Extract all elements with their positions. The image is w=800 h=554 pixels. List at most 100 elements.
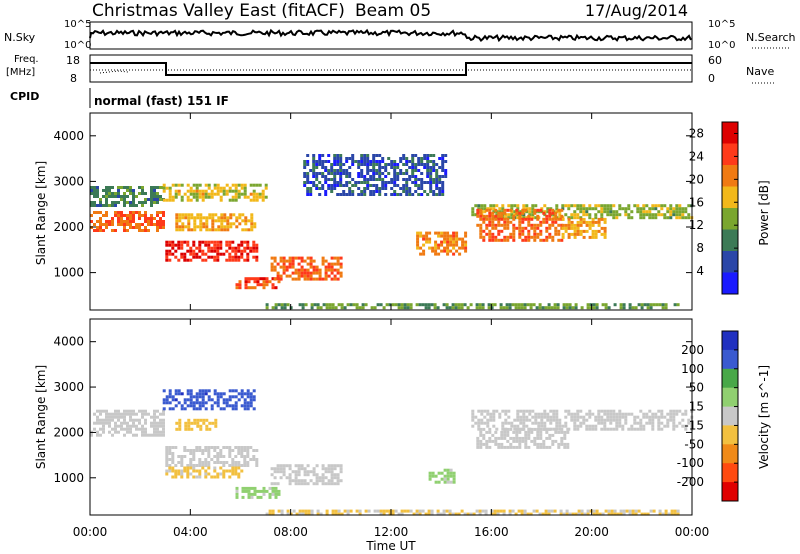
- power-cell: [171, 246, 175, 250]
- velocity-cell: [516, 424, 520, 428]
- power-cell: [494, 226, 498, 230]
- power-cell: [216, 246, 220, 250]
- velocity-cell: [439, 512, 443, 516]
- power-cell: [250, 286, 254, 290]
- velocity-cell: [309, 479, 313, 483]
- power-cell: [449, 249, 453, 253]
- power-cell: [452, 231, 456, 235]
- velocity-cell: [486, 418, 490, 422]
- power-cell: [271, 306, 275, 310]
- power-cell: [663, 204, 667, 208]
- power-cell: [318, 277, 322, 281]
- power-cell: [324, 181, 328, 184]
- power-cell: [306, 193, 310, 196]
- power-cell: [90, 214, 93, 217]
- velocity-cell: [648, 415, 652, 419]
- velocity-cell: [249, 395, 253, 399]
- velocity-cell: [183, 469, 187, 473]
- power-cell: [399, 172, 403, 175]
- velocity-cell: [471, 409, 475, 413]
- velocity-cell: [198, 464, 202, 467]
- power-cell: [449, 234, 453, 238]
- power-cell: [238, 283, 242, 287]
- velocity-cell: [480, 409, 484, 413]
- velocity-cell: [615, 424, 619, 428]
- power-cell: [533, 229, 537, 233]
- velocity-cell: [592, 509, 596, 513]
- velocity-cell: [519, 409, 523, 413]
- power-cell: [175, 225, 179, 229]
- velocity-cell: [471, 415, 475, 419]
- power-cell: [246, 243, 250, 247]
- velocity-cell: [117, 409, 120, 413]
- power-cell: [354, 184, 358, 187]
- velocity-cell: [216, 395, 220, 399]
- power-cell: [570, 204, 574, 208]
- power-cell: [414, 166, 418, 169]
- velocity-cell: [156, 433, 159, 437]
- power-cell: [231, 198, 235, 202]
- power-cell: [244, 286, 248, 290]
- velocity-cell: [486, 409, 490, 413]
- power-cell: [666, 210, 670, 214]
- velocity-cell: [427, 509, 431, 513]
- velocity-cell: [530, 427, 534, 431]
- power-cell: [279, 265, 283, 269]
- power-cell: [452, 243, 456, 247]
- power-cell: [250, 228, 254, 232]
- power-cell: [676, 303, 680, 307]
- power-cell: [579, 216, 583, 220]
- power-cell: [588, 226, 592, 230]
- velocity-cell: [536, 427, 540, 431]
- velocity-cell: [213, 461, 217, 464]
- power-cell: [99, 201, 102, 204]
- velocity-cell: [676, 512, 680, 516]
- power-cell: [357, 193, 361, 196]
- velocity-cell: [476, 436, 480, 440]
- velocity-cell: [643, 512, 647, 516]
- velocity-cell: [271, 509, 275, 513]
- power-cell: [303, 175, 307, 178]
- velocity-cell: [634, 512, 638, 516]
- power-cell: [186, 198, 190, 202]
- power-cell: [393, 160, 397, 163]
- power-cell: [199, 213, 203, 217]
- power-cell: [536, 226, 540, 230]
- velocity-cell: [159, 430, 162, 434]
- power-cell: [175, 222, 179, 226]
- velocity-cell: [105, 415, 108, 419]
- power-cell: [576, 216, 580, 220]
- power-cell: [658, 303, 662, 307]
- velocity-cell: [524, 433, 528, 437]
- power-cell: [253, 280, 257, 284]
- power-cell: [309, 190, 313, 193]
- power-cell: [228, 252, 232, 256]
- power-cell: [235, 225, 239, 229]
- velocity-cell: [171, 446, 175, 449]
- power-cell: [441, 193, 445, 196]
- power-cell: [177, 240, 181, 244]
- power-cell: [555, 204, 559, 208]
- power-cell: [351, 193, 355, 196]
- power-cell: [207, 246, 211, 250]
- velocity-cell: [222, 446, 226, 449]
- velocity-cell: [243, 458, 247, 461]
- power-cell: [123, 195, 126, 198]
- power-cell: [249, 183, 253, 187]
- velocity-cell: [485, 442, 489, 446]
- velocity-cell: [481, 509, 485, 513]
- power-cell: [387, 181, 391, 184]
- power-cell: [508, 303, 512, 307]
- velocity-cell: [102, 409, 105, 413]
- power-cell: [433, 303, 437, 307]
- velocity-cell: [542, 439, 546, 443]
- power-cell: [339, 265, 343, 269]
- power-cell: [217, 225, 221, 229]
- velocity-cell: [207, 389, 211, 393]
- power-cell: [426, 193, 430, 196]
- velocity-cell: [189, 401, 193, 405]
- velocity-cell: [327, 479, 331, 483]
- power-cell: [543, 204, 547, 208]
- power-cell: [336, 262, 340, 266]
- power-cell: [132, 192, 135, 195]
